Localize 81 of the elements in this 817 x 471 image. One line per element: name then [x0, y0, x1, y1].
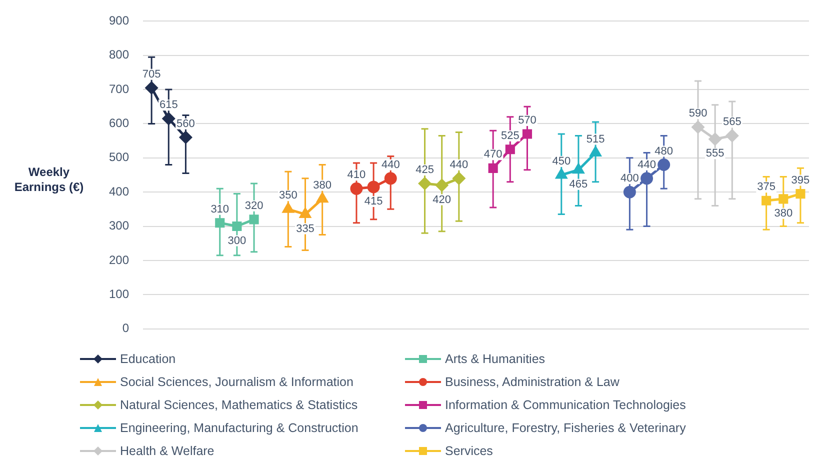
point: [726, 129, 738, 142]
point: [367, 180, 380, 194]
data-label: 425: [416, 164, 434, 176]
data-label: 570: [518, 114, 536, 127]
point: [522, 129, 532, 139]
data-label: 375: [757, 181, 776, 194]
y-tick-label: 900: [108, 14, 130, 28]
data-label: 565: [722, 116, 742, 128]
point: [316, 192, 328, 203]
point: [590, 146, 602, 157]
data-label: 515: [586, 133, 605, 146]
legend-label: Information & Communication Technologies: [445, 398, 686, 412]
y-tick-label: 700: [108, 82, 130, 96]
point: [556, 168, 567, 179]
point: [708, 132, 722, 146]
data-label: 300: [228, 234, 246, 247]
data-label: 705: [142, 68, 161, 80]
legend-label: Natural Sciences, Mathematics & Statistics: [120, 398, 358, 412]
data-label: 555: [706, 148, 724, 160]
data-label: 335: [296, 222, 314, 235]
point: [282, 202, 294, 213]
legend-label: Agriculture, Forestry, Fisheries & Veterinary: [445, 421, 686, 435]
y-tick-label: 100: [108, 286, 130, 301]
y-tick-label: 0: [122, 321, 130, 336]
legend-label: Social Sciences, Journalism & Information: [120, 375, 354, 389]
data-label: 380: [774, 207, 793, 220]
y-tick-label: 200: [108, 252, 130, 267]
data-label: 420: [432, 194, 452, 206]
data-label: 560: [176, 118, 195, 130]
y-tick-label: 500: [108, 150, 130, 164]
y-tick-label: 600: [108, 116, 130, 130]
legend-label: Arts & Humanities: [445, 352, 546, 366]
data-label: 440: [450, 158, 468, 171]
y-tick-label: 300: [108, 218, 130, 233]
point: [762, 196, 772, 206]
point: [796, 189, 806, 199]
point: [249, 214, 259, 224]
data-label: 465: [569, 178, 588, 190]
point: [384, 172, 397, 185]
point: [623, 186, 636, 198]
data-label: 440: [638, 158, 656, 171]
point: [300, 208, 311, 218]
point: [418, 177, 432, 190]
data-label: 350: [278, 190, 298, 202]
point: [436, 179, 448, 192]
point: [640, 172, 654, 185]
data-label: 320: [244, 200, 264, 212]
point: [350, 182, 363, 195]
point: [162, 112, 175, 125]
point: [179, 131, 192, 144]
point: [505, 144, 515, 154]
legend-label: Education: [120, 352, 176, 366]
legend-label: Services: [445, 444, 493, 458]
data-label: 615: [159, 99, 178, 112]
data-label: 450: [552, 156, 571, 168]
data-label: 310: [210, 203, 230, 216]
data-label: 415: [364, 195, 383, 208]
data-label: 395: [791, 174, 810, 186]
data-label: 590: [688, 108, 708, 120]
point: [452, 172, 466, 185]
point: [145, 82, 158, 94]
data-label: 525: [500, 130, 520, 142]
point: [658, 158, 670, 171]
data-label: 470: [484, 148, 502, 161]
point: [572, 164, 584, 174]
y-axis-title: Weekly Earnings (€): [13, 165, 85, 195]
point: [692, 120, 704, 134]
y-tick-label: 800: [108, 48, 130, 62]
point: [232, 221, 242, 232]
data-label: 440: [381, 158, 400, 171]
point: [778, 194, 788, 204]
legend-label: Health & Welfare: [120, 444, 214, 458]
data-label: 480: [654, 145, 674, 158]
legend-label: Engineering, Manufacturing & Construction: [120, 421, 358, 435]
y-tick-label: 400: [108, 184, 130, 198]
data-label: 400: [620, 172, 639, 185]
data-label: 380: [313, 179, 332, 192]
point: [215, 218, 225, 228]
point: [488, 163, 498, 173]
legend-label: Business, Administration & Law: [445, 375, 620, 389]
data-label: 410: [347, 169, 366, 182]
